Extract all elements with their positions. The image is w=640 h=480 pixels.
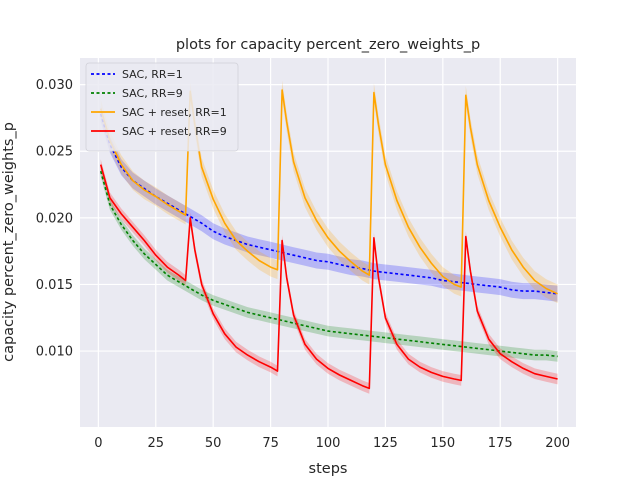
legend: SAC, RR=1 SAC, RR=9 SAC + reset, RR=1 SAC +… — [85, 62, 239, 152]
y-tick-label: 0.015 — [36, 278, 73, 293]
y-tick-label: 0.020 — [36, 211, 73, 226]
x-tick-label: 75 — [262, 436, 279, 451]
legend-entry: SAC + reset, RR=1 — [122, 106, 227, 119]
y-tick-label: 0.010 — [36, 345, 73, 360]
y-tick-label: 0.030 — [36, 78, 73, 93]
x-tick-label: 25 — [148, 436, 165, 451]
band-sac-rr-1 — [100, 106, 558, 302]
confidence-bands — [100, 80, 558, 394]
x-tick-label: 0 — [94, 436, 102, 451]
legend-entry: SAC, RR=9 — [122, 87, 183, 100]
y-axis-label: capacity percent_zero_weights_p — [1, 122, 17, 362]
series-lines — [99, 89, 558, 390]
x-tick-label: 125 — [373, 436, 398, 451]
x-tick-label: 50 — [205, 436, 222, 451]
chart-title: plots for capacity percent_zero_weights_… — [176, 37, 480, 53]
x-tick-label: 150 — [430, 436, 455, 451]
x-axis-ticks: 0 25 50 75 100 125 150 175 200 — [94, 436, 570, 451]
x-axis-label: steps — [309, 461, 348, 477]
y-axis-ticks: 0.010 0.015 0.020 0.025 0.030 — [36, 78, 73, 359]
legend-entry: SAC, RR=1 — [122, 68, 183, 81]
x-tick-label: 200 — [545, 436, 570, 451]
legend-entry: SAC + reset, RR=9 — [122, 125, 227, 138]
series-line-sac-rr-9 — [99, 170, 558, 358]
series-line-sac-reset-rr-9 — [99, 164, 558, 390]
y-tick-label: 0.025 — [36, 145, 73, 160]
x-tick-label: 175 — [488, 436, 513, 451]
series-line-sac-reset-rr-1 — [99, 89, 558, 295]
legend-box — [85, 62, 239, 152]
x-tick-label: 100 — [316, 436, 341, 451]
